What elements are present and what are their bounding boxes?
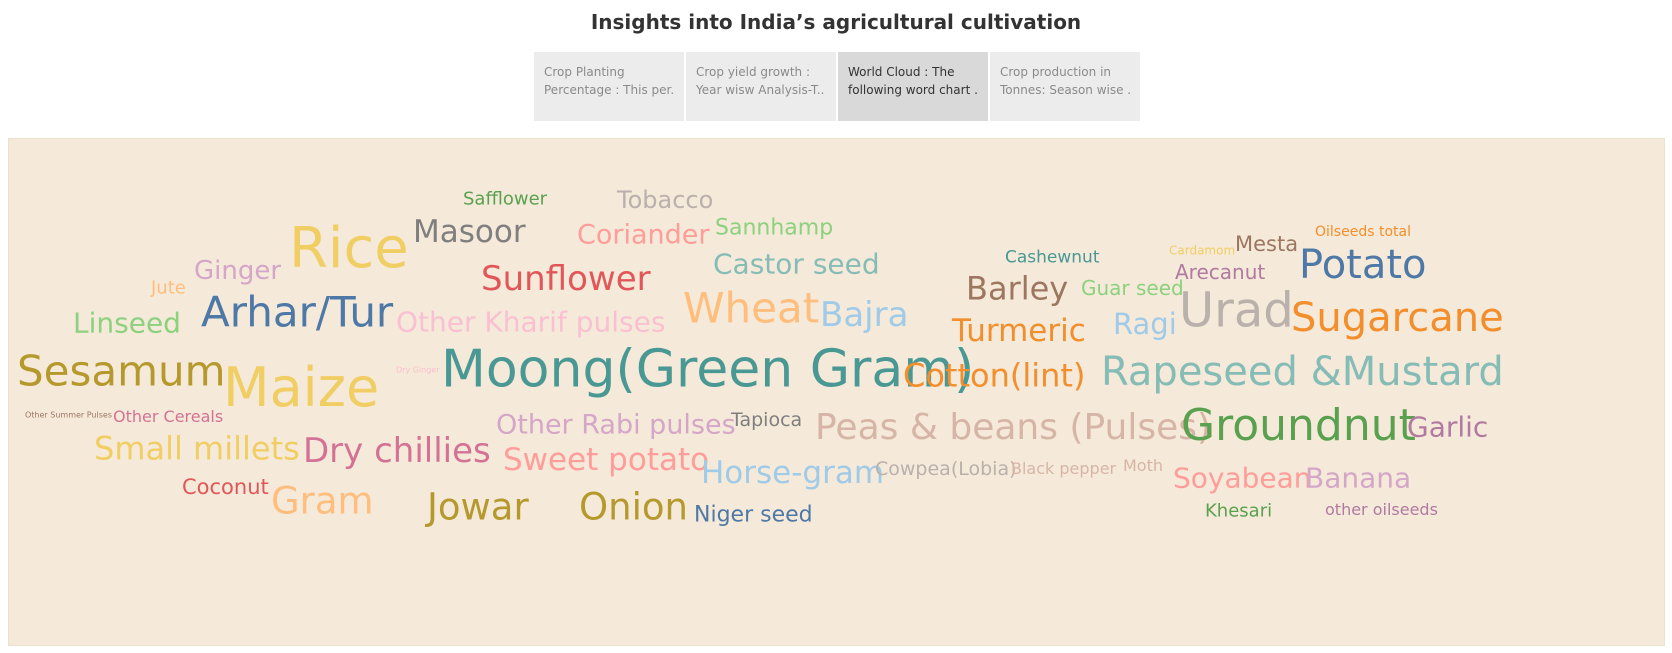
tab-label-line2: Percentage : This per.. [544, 83, 674, 97]
word-rapeseed-mustard: Rapeseed &Mustard [1101, 349, 1504, 395]
word-other-cereals: Other Cereals [113, 407, 224, 427]
word-barley: Barley [966, 269, 1069, 308]
word-other-rabi-pulses: Other Rabi pulses [496, 409, 736, 441]
word-peas-beans-pulses: Peas & beans (Pulses) [815, 407, 1212, 449]
word-maize: Maize [223, 355, 380, 419]
word-coconut: Coconut [182, 475, 269, 500]
word-cowpea-lobia: Cowpea(Lobia) [875, 457, 1017, 480]
word-black-pepper: Black pepper [1011, 459, 1117, 479]
tab-label-line1: Crop yield growth : [696, 65, 811, 79]
word-sunflower: Sunflower [481, 258, 651, 299]
word-rice: Rice [289, 216, 409, 282]
tab-label-line1: Crop Planting [544, 65, 625, 79]
word-oilseeds-total: Oilseeds total [1315, 223, 1411, 240]
word-cashewnut: Cashewnut [1005, 247, 1100, 268]
word-jute: Jute [151, 277, 186, 299]
word-jowar: Jowar [427, 485, 529, 529]
tab-label-line2: following word chart .. [848, 83, 978, 97]
word-other-oilseeds: other oilseeds [1325, 500, 1438, 520]
word-bajra: Bajra [820, 294, 909, 335]
tab-label-line1: World Cloud : The [848, 65, 955, 79]
word-other-summer-pulses: Other Summer Pulses [25, 410, 112, 420]
word-turmeric: Turmeric [952, 313, 1086, 350]
word-sesamum: Sesamum [17, 346, 226, 396]
word-guar-seed: Guar seed [1081, 276, 1184, 300]
tab-label-line2: Year wisw Analysis-T.. [696, 83, 825, 97]
word-groundnut: Groundnut [1181, 399, 1416, 451]
word-onion: Onion [579, 485, 688, 529]
word-horse-gram: Horse-gram [701, 455, 885, 492]
word-sannhamp: Sannhamp [715, 215, 834, 241]
tab-crop-yield-growth[interactable]: Crop yield growth : Year wisw Analysis-T… [686, 52, 836, 121]
word-cloud: Safflower Tobacco Masoor Coriander Sannhamp R… [8, 138, 1665, 646]
word-other-kharif-pulses: Other Kharif pulses [396, 305, 666, 339]
word-linseed: Linseed [73, 306, 181, 340]
word-dry-ginger: Dry Ginger [396, 365, 440, 375]
word-cardamom: Cardamom [1169, 243, 1236, 258]
word-khesari: Khesari [1205, 500, 1273, 522]
word-arhar-tur: Arhar/Tur [201, 287, 394, 337]
word-mesta: Mesta [1235, 232, 1299, 257]
tab-label-line1: Crop production in [1000, 65, 1112, 79]
tab-label-line2: Tonnes: Season wise .. [1000, 83, 1130, 97]
word-wheat: Wheat [683, 283, 820, 333]
word-gram: Gram [271, 479, 374, 523]
word-tapioca: Tapioca [731, 408, 803, 431]
word-potato: Potato [1299, 242, 1427, 288]
word-masoor: Masoor [413, 214, 526, 251]
word-small-millets: Small millets [94, 429, 300, 468]
word-ragi: Ragi [1113, 306, 1177, 341]
word-moth: Moth [1123, 456, 1164, 476]
story-tabs: Crop Planting Percentage : This per.. Cr… [534, 52, 1140, 121]
word-banana: Banana [1305, 461, 1412, 495]
word-castor-seed: Castor seed [713, 247, 880, 281]
word-cotton-lint: Cotton(lint) [903, 356, 1086, 395]
word-safflower: Safflower [463, 188, 548, 210]
dashboard-title: Insights into India’s agricultural culti… [590, 10, 1082, 34]
word-dry-chillies: Dry chillies [303, 430, 491, 471]
tab-crop-production[interactable]: Crop production in Tonnes: Season wise .… [990, 52, 1140, 121]
word-urad: Urad [1179, 282, 1294, 339]
word-tobacco: Tobacco [617, 185, 714, 214]
word-sweet-potato: Sweet potato [503, 442, 710, 479]
word-niger-seed: Niger seed [694, 502, 813, 528]
tab-crop-planting[interactable]: Crop Planting Percentage : This per.. [534, 52, 684, 121]
word-coriander: Coriander [577, 219, 710, 251]
word-arecanut: Arecanut [1175, 260, 1266, 284]
tab-word-cloud[interactable]: World Cloud : The following word chart .… [838, 52, 988, 121]
word-sugarcane: Sugarcane [1291, 295, 1504, 341]
word-moong-green-gram: Moong(Green Gram) [441, 339, 975, 400]
word-ginger: Ginger [194, 256, 282, 287]
word-garlic: Garlic [1407, 410, 1489, 444]
word-soyabean: Soyabean [1173, 461, 1312, 495]
